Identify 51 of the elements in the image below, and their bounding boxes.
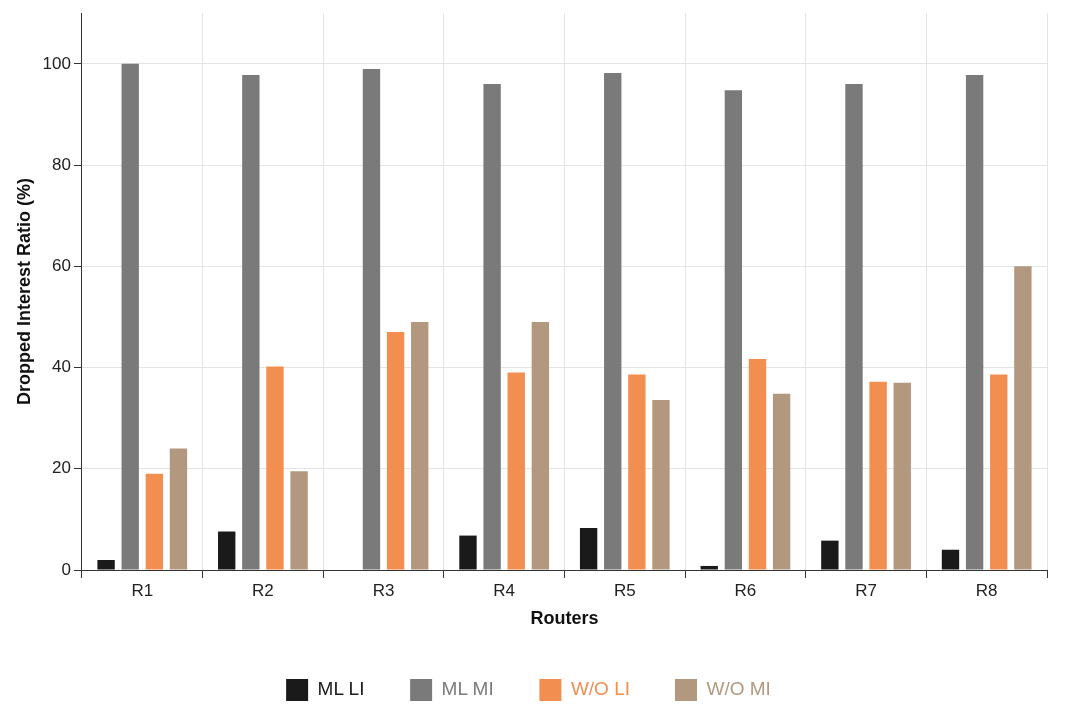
y-tick-label: 80 [52, 154, 71, 174]
bar [893, 382, 911, 570]
bar [579, 527, 598, 570]
bar [724, 90, 743, 570]
bar [483, 84, 501, 570]
y-tick-label: 60 [52, 255, 71, 275]
legend-label: W/O LI [570, 678, 631, 700]
x-tick-label: R5 [613, 580, 636, 600]
y-tick-label: 40 [52, 357, 71, 377]
bar [700, 565, 718, 570]
bar [652, 399, 670, 570]
y-tick-label: 0 [61, 559, 71, 579]
y-tick-label: 20 [52, 458, 71, 478]
bar [121, 63, 139, 570]
bar [386, 332, 405, 570]
x-tick-label: R6 [734, 580, 757, 600]
x-tick-label: R2 [252, 580, 274, 600]
x-tick-label: R7 [855, 580, 877, 600]
x-tick-label: R1 [131, 580, 154, 600]
x-tick-label: R4 [493, 580, 516, 600]
legend-label: ML MI [441, 678, 494, 700]
bar [748, 358, 767, 570]
bar [772, 393, 791, 570]
bar [869, 381, 887, 570]
bar [990, 374, 1008, 570]
bar [1014, 266, 1032, 570]
bar [411, 321, 429, 570]
x-tick-label: R8 [975, 580, 998, 600]
bar [266, 366, 284, 570]
legend-label: W/O MI [706, 678, 771, 700]
bar [362, 68, 381, 570]
bar [218, 531, 236, 570]
bar [845, 84, 863, 570]
bar [821, 540, 839, 570]
bar [604, 72, 622, 570]
y-axis-title: Dropped Interest Ratio (%) [13, 178, 34, 406]
bar [628, 374, 646, 570]
bar [242, 74, 260, 570]
x-axis-title: Routers [530, 608, 599, 629]
x-tick-label: R3 [372, 580, 395, 600]
bar [97, 559, 115, 570]
bar [145, 473, 164, 570]
bar [507, 372, 525, 570]
bar [169, 448, 188, 570]
bar [459, 535, 477, 570]
y-tick-label: 100 [42, 53, 71, 73]
bar [965, 74, 984, 570]
bar [531, 321, 550, 570]
bar [941, 549, 960, 570]
bar [290, 471, 308, 570]
legend-label: ML LI [317, 678, 365, 700]
